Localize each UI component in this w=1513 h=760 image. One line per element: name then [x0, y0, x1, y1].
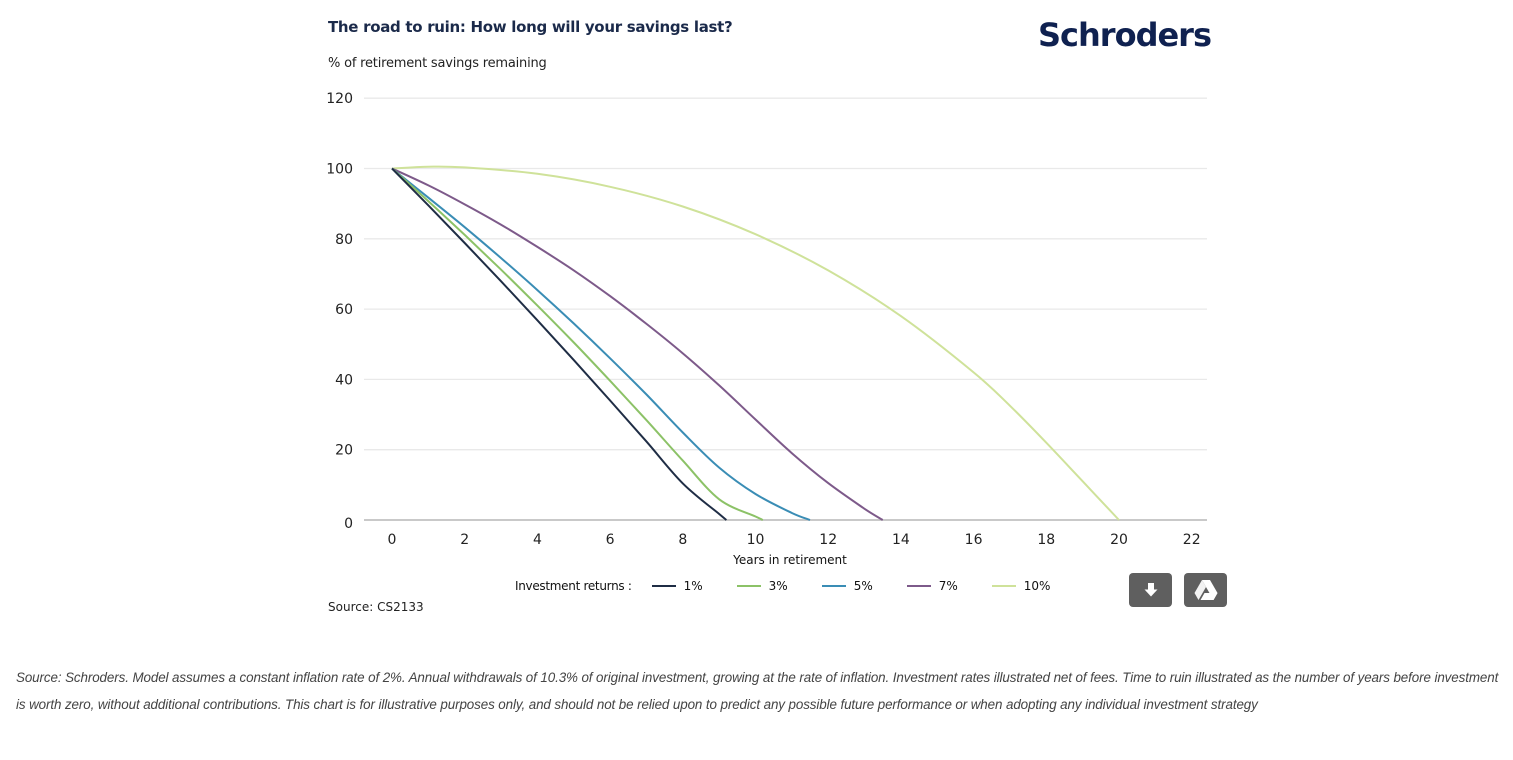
legend-label: 1%: [683, 579, 703, 593]
legend-swatch: [736, 585, 761, 587]
x-tick-label: 22: [1183, 532, 1201, 548]
series-lines: [391, 165, 1120, 521]
x-tick-label: 14: [892, 532, 910, 548]
legend-swatch: [651, 585, 676, 587]
y-tick-label: 100: [326, 162, 353, 178]
x-tick-label: 12: [819, 532, 837, 548]
x-tick-label: 6: [606, 532, 615, 548]
legend-item-3pct[interactable]: 3%: [736, 579, 788, 593]
line-chart: 0 20 40 60 80 100 120 0 2 4 6 8 10 12 14 16 18 20 22 Year…: [326, 91, 1207, 567]
x-axis-label: Years in retirement: [732, 553, 847, 567]
x-tick-label: 8: [678, 532, 687, 548]
save-to-drive-button[interactable]: [1184, 573, 1227, 607]
y-axis-ticks: 0 20 40 60 80 100 120: [326, 91, 353, 532]
series-line-7pct: [391, 167, 884, 521]
legend-label: 5%: [853, 579, 873, 593]
series-line-5pct: [391, 167, 811, 521]
y-tick-label: 120: [326, 91, 353, 107]
download-button[interactable]: [1129, 573, 1172, 607]
footnote: Source: Schroders. Model assumes a const…: [16, 670, 1499, 712]
y-tick-label: 40: [335, 372, 353, 388]
legend-item-10pct[interactable]: 10%: [991, 579, 1051, 593]
legend-swatch: [991, 585, 1016, 587]
y-axis-caption: % of retirement savings remaining: [328, 56, 547, 71]
series-line-10pct: [391, 165, 1120, 521]
legend-item-5pct[interactable]: 5%: [821, 579, 873, 593]
legend-label: 10%: [1023, 579, 1051, 593]
series-line-1pct: [391, 167, 728, 521]
legend-item-7pct[interactable]: 7%: [906, 579, 958, 593]
x-tick-label: 18: [1037, 532, 1055, 548]
y-tick-label: 20: [335, 443, 353, 459]
legend-swatch: [906, 585, 931, 587]
legend-title: Investment returns :: [515, 579, 632, 593]
x-tick-label: 10: [747, 532, 765, 548]
x-tick-label: 2: [460, 532, 469, 548]
legend-item-1pct[interactable]: 1%: [651, 579, 703, 593]
brand-logo: Schroders: [1038, 16, 1212, 54]
legend-label: 7%: [938, 579, 958, 593]
legend-swatch: [821, 585, 846, 587]
x-tick-label: 4: [533, 532, 542, 548]
legend: Investment returns : 1% 3% 5% 7% 10%: [515, 579, 1084, 593]
grid-lines: [364, 97, 1207, 521]
y-tick-label: 60: [335, 302, 353, 318]
source-label: Source: CS2133: [328, 600, 424, 614]
x-tick-label: 0: [388, 532, 397, 548]
y-tick-label: 80: [335, 232, 353, 248]
chart-title: The road to ruin: How long will your sav…: [328, 18, 733, 36]
x-axis-ticks: 0 2 4 6 8 10 12 14 16 18 20 22: [388, 532, 1201, 548]
legend-label: 3%: [768, 579, 788, 593]
y-tick-label: 0: [344, 516, 353, 532]
x-tick-label: 20: [1110, 532, 1128, 548]
google-drive-icon: [1194, 580, 1217, 600]
x-tick-label: 16: [965, 532, 983, 548]
series-line-3pct: [391, 167, 764, 521]
download-icon: [1144, 583, 1157, 597]
